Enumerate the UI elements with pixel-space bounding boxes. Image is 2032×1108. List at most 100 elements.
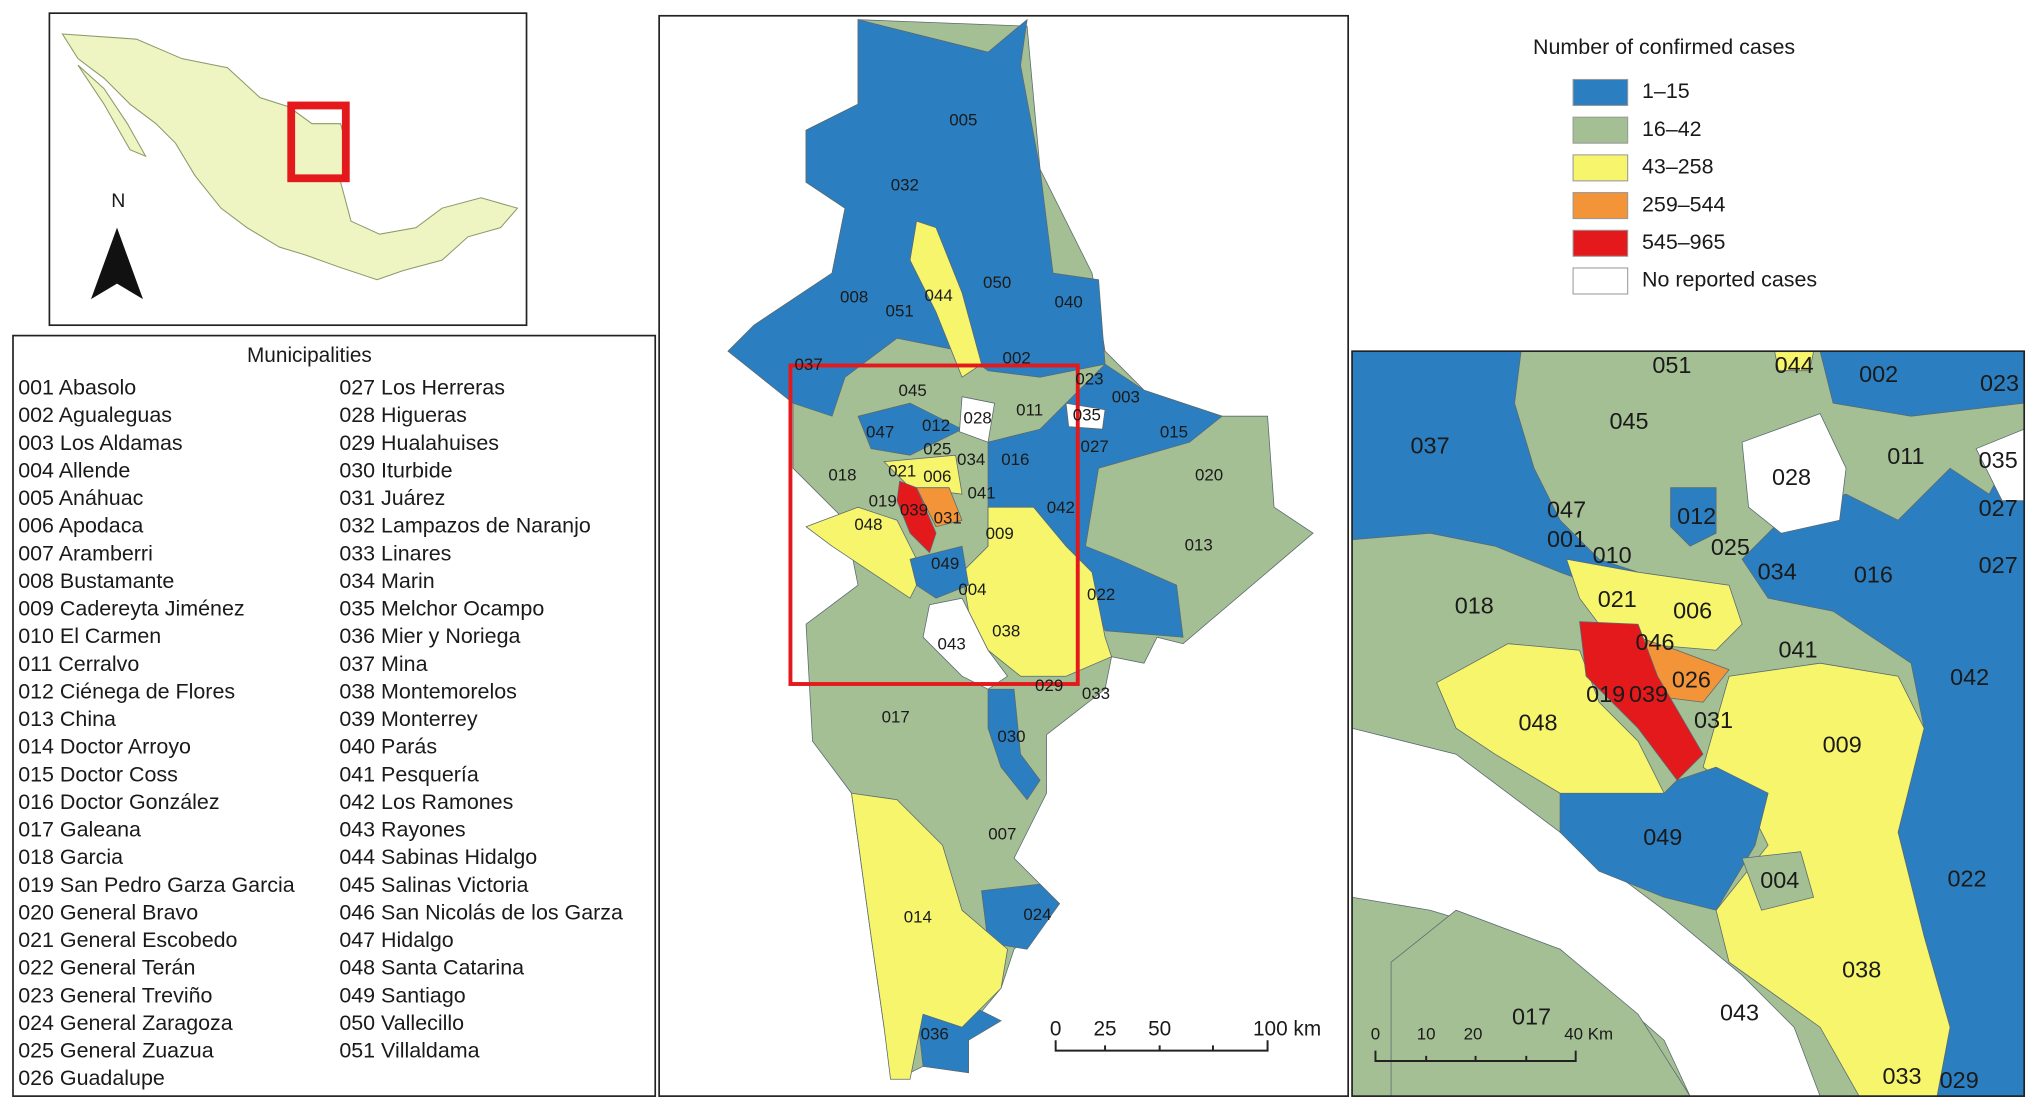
municipality-item: 039 Monterrey [339,707,478,731]
map-label: 049 [931,554,959,573]
map-label: 047 [1547,496,1586,522]
municipality-title: Municipalities [247,344,372,367]
municipality-item: 046 San Nicolás de los Garza [339,900,623,924]
municipality-item: 048 Santa Catarina [339,956,524,980]
municipality-item: 018 Garcia [18,845,123,869]
map-label: 039 [1629,681,1668,707]
map-label: 019 [869,491,897,510]
map-label: 032 [891,176,919,195]
main-frame [658,14,1350,1097]
scale-label: 25 [1093,1017,1116,1040]
map-label: 038 [992,621,1020,640]
map-label: 008 [840,287,868,306]
map-label: 021 [888,462,916,481]
municipality-item: 051 Villaldama [339,1039,479,1063]
region [987,363,1223,638]
map-label: 002 [1859,361,1898,387]
municipality-item: 002 Agualeguas [18,403,172,427]
map-label: 026 [1672,667,1711,693]
municipality-item: 010 El Carmen [18,624,161,648]
municipality-item: 024 General Zaragoza [18,1011,233,1035]
municipality-item: 043 Rayones [339,818,465,842]
map-label: 027 [1081,437,1109,456]
map-label: 046 [1635,629,1674,655]
map-label: 007 [988,824,1016,843]
municipality-item: 037 Mina [339,652,427,676]
region [883,454,963,495]
map-label: 004 [1760,867,1799,893]
map-label: 027 [1979,552,2018,578]
map-label: 041 [967,484,995,503]
municipality-frame [12,334,657,1097]
north-label: N [111,190,125,212]
map-label: 033 [1882,1063,1921,1089]
legend-label: 1–15 [1642,79,1690,103]
map-label: 037 [1411,433,1450,459]
legend-label: No reported cases [1642,268,1817,292]
legend-swatch [1572,229,1629,257]
map-label: 024 [1023,905,1051,924]
map-label: 021 [1598,586,1637,612]
map-label: 044 [925,286,953,305]
region [1670,487,1717,547]
municipality-item: 050 Vallecillo [339,1011,464,1035]
municipality-item: 040 Parás [339,735,437,759]
map-label: 048 [854,515,882,534]
municipality-item: 044 Sabinas Hidalgo [339,845,537,869]
legend-label: 43–258 [1642,155,1714,179]
map-label: 017 [1512,1003,1551,1029]
municipality-item: 015 Doctor Coss [18,762,178,786]
scale-label: 0 [1050,1017,1062,1040]
municipality-item: 013 China [18,707,116,731]
municipality-item: 029 Hualahuises [339,431,499,455]
map-label: 002 [1003,348,1031,367]
municipality-item: 038 Montemorelos [339,679,517,703]
map-label: 051 [886,302,914,321]
map-label: 013 [1185,536,1213,555]
map-label: 051 [1652,352,1691,378]
inset-highlight [287,101,350,183]
legend-title: Number of confirmed cases [1533,35,1795,59]
municipality-item: 005 Anáhuac [18,486,143,510]
scale-label: 10 [1417,1024,1436,1043]
map-label: 043 [938,634,966,653]
region [909,220,982,378]
legend-label: 16–42 [1642,117,1702,141]
legend-label: 259–544 [1642,192,1726,216]
map-label: 041 [1778,637,1817,663]
scale-label: 50 [1148,1017,1171,1040]
municipality-item: 032 Lampazos de Naranjo [339,514,591,538]
municipality-item: 006 Apodaca [18,514,143,538]
region [1774,351,1814,372]
map-label: 005 [949,111,977,130]
scale-bar [1054,1040,1269,1052]
map-label: 023 [1075,369,1103,388]
scale-label: 0 [1371,1024,1380,1043]
region [1741,413,1847,534]
map-label: 031 [934,508,962,527]
map-label: 042 [1950,664,1989,690]
map-label: 029 [1940,1067,1979,1093]
municipality-item: 031 Juárez [339,486,445,510]
scale-label: 40 Km [1564,1024,1613,1043]
map-label: 009 [986,524,1014,543]
map-label: 003 [1112,387,1140,406]
municipality-item: 030 Iturbide [339,458,452,482]
municipality-item: 003 Los Aldamas [18,431,182,455]
region [1390,909,1691,1097]
map-label: 025 [923,439,951,458]
map-label: 036 [921,1024,949,1043]
region [1559,766,1769,911]
municipality-item: 016 Doctor González [18,790,219,814]
municipality-item: 007 Aramberri [18,541,153,565]
map-label: 019 [1586,681,1625,707]
municipality-item: 009 Cadereyta Jiménez [18,597,244,621]
map-label: 022 [1087,585,1115,604]
zoom-highlight [788,363,1080,686]
municipality-item: 049 Santiago [339,983,465,1007]
map-label: 037 [795,355,823,374]
municipality-item: 036 Mier y Noriega [339,624,520,648]
municipality-item: 033 Linares [339,541,451,565]
legend-swatch [1572,154,1629,182]
